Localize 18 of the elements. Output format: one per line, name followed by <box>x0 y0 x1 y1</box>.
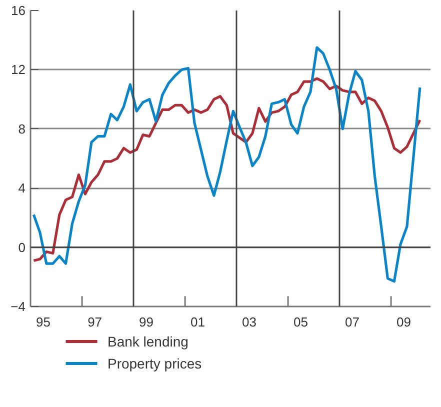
y-tick-label: −4 <box>10 299 26 314</box>
line-series <box>32 46 422 283</box>
y-tick-label: 12 <box>11 62 26 78</box>
y-tick-label: 8 <box>18 121 26 136</box>
x-tick-label: 99 <box>139 314 154 330</box>
x-tick-label: 95 <box>36 314 50 330</box>
y-tick-label: 0 <box>18 240 26 255</box>
line-series <box>32 77 422 262</box>
y-tick-label: 4 <box>18 180 26 196</box>
y-tick-label: 16 <box>11 3 26 18</box>
legend-label: Property prices <box>107 356 202 372</box>
x-tick-label: 03 <box>242 314 256 330</box>
x-tick-label: 07 <box>345 314 360 330</box>
legend-label: Bank lending <box>107 334 188 350</box>
x-tick-label: 05 <box>294 314 308 330</box>
x-tick-label: 09 <box>396 314 412 330</box>
x-tick-label: 97 <box>88 314 102 330</box>
x-tick-label: 01 <box>190 314 206 330</box>
